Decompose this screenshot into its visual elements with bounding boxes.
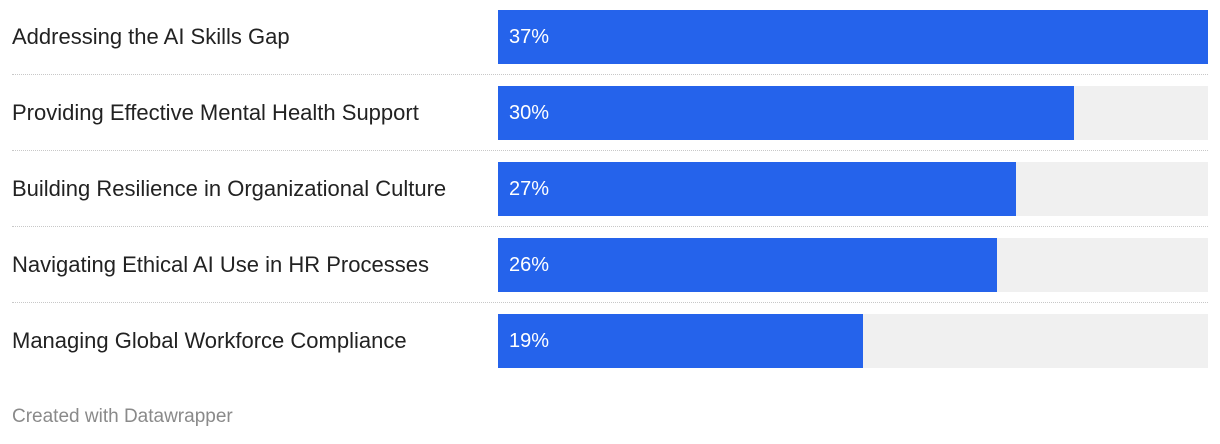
row-divider bbox=[12, 302, 1208, 303]
category-label: Navigating Ethical AI Use in HR Processe… bbox=[12, 252, 429, 277]
value-label: 30% bbox=[509, 102, 550, 124]
value-label: 27% bbox=[509, 178, 550, 200]
bar: 27% bbox=[498, 162, 1016, 216]
bar-row: Providing Effective Mental Health Suppor… bbox=[0, 76, 1220, 152]
bar-row: Navigating Ethical AI Use in HR Processe… bbox=[0, 228, 1220, 304]
row-divider bbox=[12, 74, 1208, 75]
category-label: Managing Global Workforce Compliance bbox=[12, 328, 407, 353]
value-label: 26% bbox=[509, 254, 550, 276]
bar-track: 27% bbox=[498, 162, 1208, 216]
value-label: 37% bbox=[509, 26, 550, 48]
bar: 37% bbox=[498, 10, 1208, 64]
category-label: Building Resilience in Organizational Cu… bbox=[12, 176, 447, 201]
bar-track: 19% bbox=[498, 314, 1208, 368]
bar-track: 26% bbox=[498, 238, 1208, 292]
bar-track: 30% bbox=[498, 86, 1208, 140]
bar: 19% bbox=[498, 314, 863, 368]
credit-footer: Created with Datawrapper bbox=[12, 406, 233, 427]
value-label: 19% bbox=[509, 330, 550, 352]
bar-row: Addressing the AI Skills Gap 37% bbox=[0, 0, 1220, 76]
bar-track: 37% bbox=[498, 10, 1208, 64]
bar-row: Managing Global Workforce Compliance 19% bbox=[0, 304, 1220, 380]
category-label: Providing Effective Mental Health Suppor… bbox=[12, 100, 419, 125]
row-divider bbox=[12, 226, 1208, 227]
row-divider bbox=[12, 150, 1208, 151]
bar-chart: Addressing the AI Skills Gap 37% Providing… bbox=[0, 0, 1220, 380]
bar-row: Building Resilience in Organizational Cu… bbox=[0, 152, 1220, 228]
category-label: Addressing the AI Skills Gap bbox=[12, 24, 290, 49]
bar: 26% bbox=[498, 238, 997, 292]
bar: 30% bbox=[498, 86, 1074, 140]
